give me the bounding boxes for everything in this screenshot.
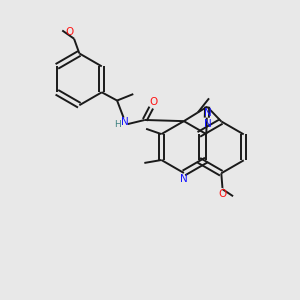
Text: N: N: [204, 118, 212, 129]
Text: O: O: [149, 97, 157, 107]
Text: N: N: [180, 174, 188, 184]
Text: N: N: [205, 108, 212, 118]
Text: O: O: [218, 190, 226, 200]
Text: N: N: [121, 117, 129, 127]
Text: H: H: [114, 120, 121, 129]
Text: O: O: [66, 27, 74, 37]
